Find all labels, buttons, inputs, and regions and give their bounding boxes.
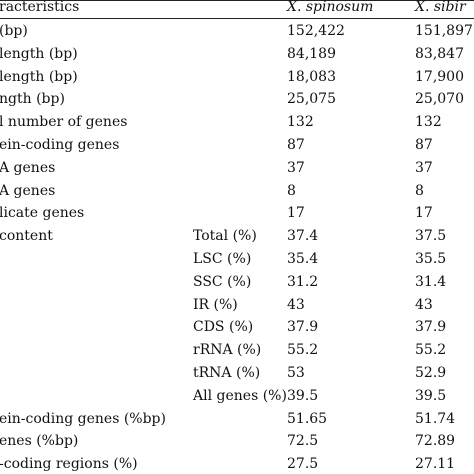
row-label: length (bp): [0, 45, 78, 62]
value-cell: 18,083: [287, 68, 336, 85]
header-cell: racteristics: [0, 0, 80, 15]
value-cell: 55.2: [415, 342, 447, 359]
sub-label: CDS (%): [193, 319, 254, 336]
value-cell: 35.4: [287, 251, 319, 267]
value-cell: 43: [415, 296, 433, 313]
row-label: -coding regions (%): [0, 456, 138, 473]
value-cell: 25,070: [415, 91, 464, 108]
value-cell: 83,847: [415, 45, 464, 62]
row-label: enes (%bp): [0, 433, 79, 450]
header-cell: X. spinosum: [287, 0, 374, 15]
row-label: content: [0, 228, 53, 245]
sub-label: LSC (%): [193, 251, 252, 267]
sub-label: tRNA (%): [193, 365, 261, 381]
value-cell: 37.4: [287, 228, 319, 245]
value-cell: 37: [287, 159, 305, 176]
value-cell: 37.9: [415, 319, 447, 336]
value-cell: 72.89: [415, 433, 456, 450]
sub-label: All genes (%): [193, 387, 287, 404]
value-cell: 87: [287, 137, 305, 153]
value-cell: 35.5: [415, 251, 447, 267]
value-cell: 51.74: [415, 410, 456, 427]
value-cell: 132: [415, 114, 442, 131]
value-cell: 51.65: [287, 410, 328, 427]
value-cell: 27.5: [287, 456, 319, 473]
top-rule: [0, 0, 474, 1]
row-label: length (bp): [0, 68, 78, 85]
value-cell: 37.5: [415, 228, 447, 245]
value-cell: 84,189: [287, 45, 336, 62]
value-cell: 17: [415, 205, 433, 222]
row-label: A genes: [0, 159, 56, 176]
value-cell: 87: [415, 137, 433, 153]
value-cell: 132: [287, 114, 314, 131]
sub-label: rRNA (%): [193, 342, 262, 359]
value-cell: 17,900: [415, 68, 464, 85]
sub-label: Total (%): [193, 228, 257, 245]
header-cell: X. sibir: [415, 0, 466, 15]
value-cell: 31.4: [415, 273, 447, 290]
value-cell: 8: [415, 182, 424, 199]
value-cell: 37.9: [287, 319, 319, 336]
header-rule: [0, 18, 474, 19]
sub-label: IR (%): [193, 296, 238, 313]
value-cell: 39.5: [415, 387, 447, 404]
row-label: l number of genes: [0, 114, 128, 131]
value-cell: 31.2: [287, 273, 319, 290]
value-cell: 27.11: [415, 456, 456, 473]
value-cell: 25,075: [287, 91, 336, 108]
value-cell: 151,897: [415, 23, 473, 39]
value-cell: 8: [287, 182, 296, 199]
row-label: ngth (bp): [0, 91, 65, 108]
value-cell: 55.2: [287, 342, 319, 359]
value-cell: 152,422: [287, 23, 345, 39]
row-label: (bp): [0, 23, 28, 39]
row-label: ein-coding genes: [0, 137, 120, 153]
row-label: licate genes: [0, 205, 85, 222]
value-cell: 37: [415, 159, 433, 176]
sub-label: SSC (%): [193, 273, 252, 290]
value-cell: 43: [287, 296, 305, 313]
value-cell: 39.5: [287, 387, 319, 404]
row-label: ein-coding genes (%bp): [0, 410, 166, 427]
value-cell: 52.9: [415, 365, 447, 381]
value-cell: 72.5: [287, 433, 319, 450]
row-label: A genes: [0, 182, 56, 199]
value-cell: 53: [287, 365, 305, 381]
value-cell: 17: [287, 205, 305, 222]
